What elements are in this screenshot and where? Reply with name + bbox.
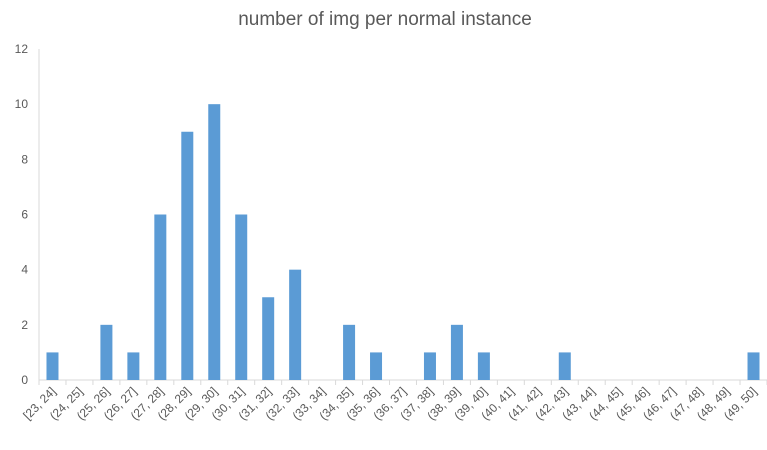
bar bbox=[181, 131, 194, 380]
bar bbox=[450, 324, 463, 380]
y-tick-label: 10 bbox=[15, 97, 29, 111]
bar bbox=[343, 324, 356, 380]
bar bbox=[208, 104, 221, 381]
y-tick-label: 6 bbox=[21, 208, 28, 222]
bar bbox=[100, 324, 113, 380]
bar bbox=[154, 214, 167, 380]
bar bbox=[262, 297, 275, 380]
y-tick-label: 4 bbox=[21, 263, 28, 277]
y-tick-label: 2 bbox=[21, 318, 28, 332]
bar bbox=[46, 352, 59, 380]
y-tick-label: 12 bbox=[15, 42, 29, 56]
bar bbox=[289, 269, 302, 380]
y-tick-label: 8 bbox=[21, 152, 28, 166]
bar bbox=[235, 214, 248, 380]
y-tick-labels: 0 2 4 6 8 10 12 bbox=[15, 42, 29, 387]
chart-title: number of img per normal instance bbox=[238, 9, 532, 30]
x-tick-marks bbox=[38, 380, 767, 385]
bar bbox=[370, 352, 383, 380]
bar bbox=[747, 352, 760, 380]
bar bbox=[423, 352, 436, 380]
bar bbox=[127, 352, 140, 380]
y-tick-label: 0 bbox=[21, 373, 28, 387]
bars bbox=[46, 104, 760, 381]
bar bbox=[477, 352, 490, 380]
x-category-labels: [23, 24](24, 25](25, 26](26, 27](27, 28]… bbox=[20, 384, 759, 423]
bar bbox=[558, 352, 571, 380]
